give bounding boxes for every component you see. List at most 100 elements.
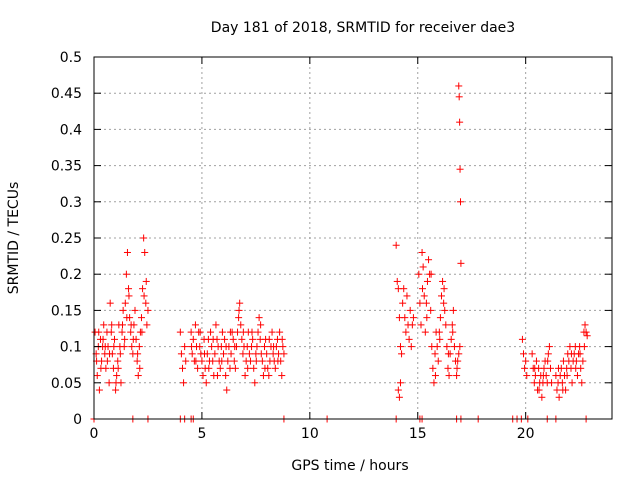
data-point xyxy=(211,350,219,358)
data-point xyxy=(554,364,562,372)
data-point xyxy=(261,343,269,351)
data-point xyxy=(239,350,247,358)
data-point xyxy=(580,343,588,351)
data-point xyxy=(436,335,444,343)
data-point xyxy=(118,321,126,329)
data-point xyxy=(420,292,428,300)
data-point xyxy=(238,335,246,343)
data-point xyxy=(112,379,120,387)
data-point xyxy=(278,335,286,343)
data-point xyxy=(265,335,273,343)
data-point xyxy=(396,379,404,387)
data-point xyxy=(110,343,118,351)
data-point xyxy=(392,241,400,249)
data-point xyxy=(227,350,235,358)
data-point xyxy=(208,343,216,351)
data-point xyxy=(142,277,150,285)
data-point xyxy=(131,306,139,314)
data-point xyxy=(118,328,126,336)
data-point xyxy=(136,364,144,372)
data-point xyxy=(434,357,442,365)
data-point xyxy=(209,335,217,343)
data-point xyxy=(139,285,147,293)
data-point xyxy=(544,357,552,365)
x-axis-label: GPS time / hours xyxy=(291,458,408,474)
data-point xyxy=(258,357,266,365)
data-point xyxy=(120,343,128,351)
x-tick-label: 5 xyxy=(197,426,206,442)
data-point xyxy=(142,299,150,307)
data-point xyxy=(103,357,111,365)
data-point xyxy=(449,328,457,336)
data-point xyxy=(453,364,461,372)
data-point xyxy=(545,343,553,351)
data-point xyxy=(202,379,210,387)
data-point xyxy=(431,350,439,358)
data-point xyxy=(201,350,209,358)
y-tick-label: 0 xyxy=(73,412,82,428)
data-point xyxy=(279,343,287,351)
data-point xyxy=(241,372,249,380)
data-point xyxy=(135,343,143,351)
data-point xyxy=(422,299,430,307)
data-point xyxy=(93,372,101,380)
data-point xyxy=(119,306,127,314)
data-point xyxy=(249,335,257,343)
data-point xyxy=(278,372,286,380)
y-tick-label: 0.1 xyxy=(60,340,82,356)
data-point xyxy=(121,299,129,307)
plot-frame xyxy=(93,56,613,420)
data-point xyxy=(189,335,197,343)
data-point xyxy=(435,328,443,336)
data-point xyxy=(143,321,151,329)
y-tick-label: 0.3 xyxy=(60,195,82,211)
data-point xyxy=(271,364,279,372)
data-point xyxy=(100,321,108,329)
data-point xyxy=(421,328,429,336)
data-point xyxy=(237,321,245,329)
data-point xyxy=(122,270,130,278)
data-point xyxy=(220,350,227,358)
data-point xyxy=(398,350,406,358)
data-point xyxy=(449,306,457,314)
data-point xyxy=(144,306,152,314)
data-point xyxy=(245,350,253,358)
data-point xyxy=(423,314,431,322)
data-point xyxy=(455,350,463,358)
data-point xyxy=(540,364,548,372)
data-point xyxy=(440,285,448,293)
data-point xyxy=(440,299,448,307)
y-tick-label: 0.4 xyxy=(60,122,82,138)
data-point xyxy=(403,292,411,300)
data-point xyxy=(559,386,567,394)
x-tick-label: 20 xyxy=(517,426,535,442)
y-tick-label: 0.5 xyxy=(60,50,82,66)
data-point xyxy=(523,372,531,380)
data-point xyxy=(454,357,462,365)
data-point xyxy=(226,328,234,336)
data-point xyxy=(456,165,464,173)
data-point xyxy=(563,372,571,380)
data-point xyxy=(274,357,282,365)
data-point xyxy=(127,328,135,336)
x-tick-label: 10 xyxy=(301,426,319,442)
data-point xyxy=(114,357,122,365)
data-point xyxy=(445,372,453,380)
data-point xyxy=(133,357,141,365)
y-tick-label: 0.25 xyxy=(51,231,82,247)
data-point xyxy=(555,393,563,401)
data-point xyxy=(572,357,580,365)
data-point xyxy=(216,364,224,372)
data-point xyxy=(456,198,464,206)
data-point xyxy=(520,350,528,358)
data-point xyxy=(140,292,148,300)
data-point xyxy=(453,372,461,380)
data-point xyxy=(129,335,137,343)
data-point xyxy=(140,234,148,242)
data-point xyxy=(138,328,146,336)
data-point xyxy=(268,328,276,336)
data-point xyxy=(205,364,213,372)
data-point xyxy=(116,350,124,358)
data-point xyxy=(270,343,278,351)
data-point xyxy=(128,343,136,351)
